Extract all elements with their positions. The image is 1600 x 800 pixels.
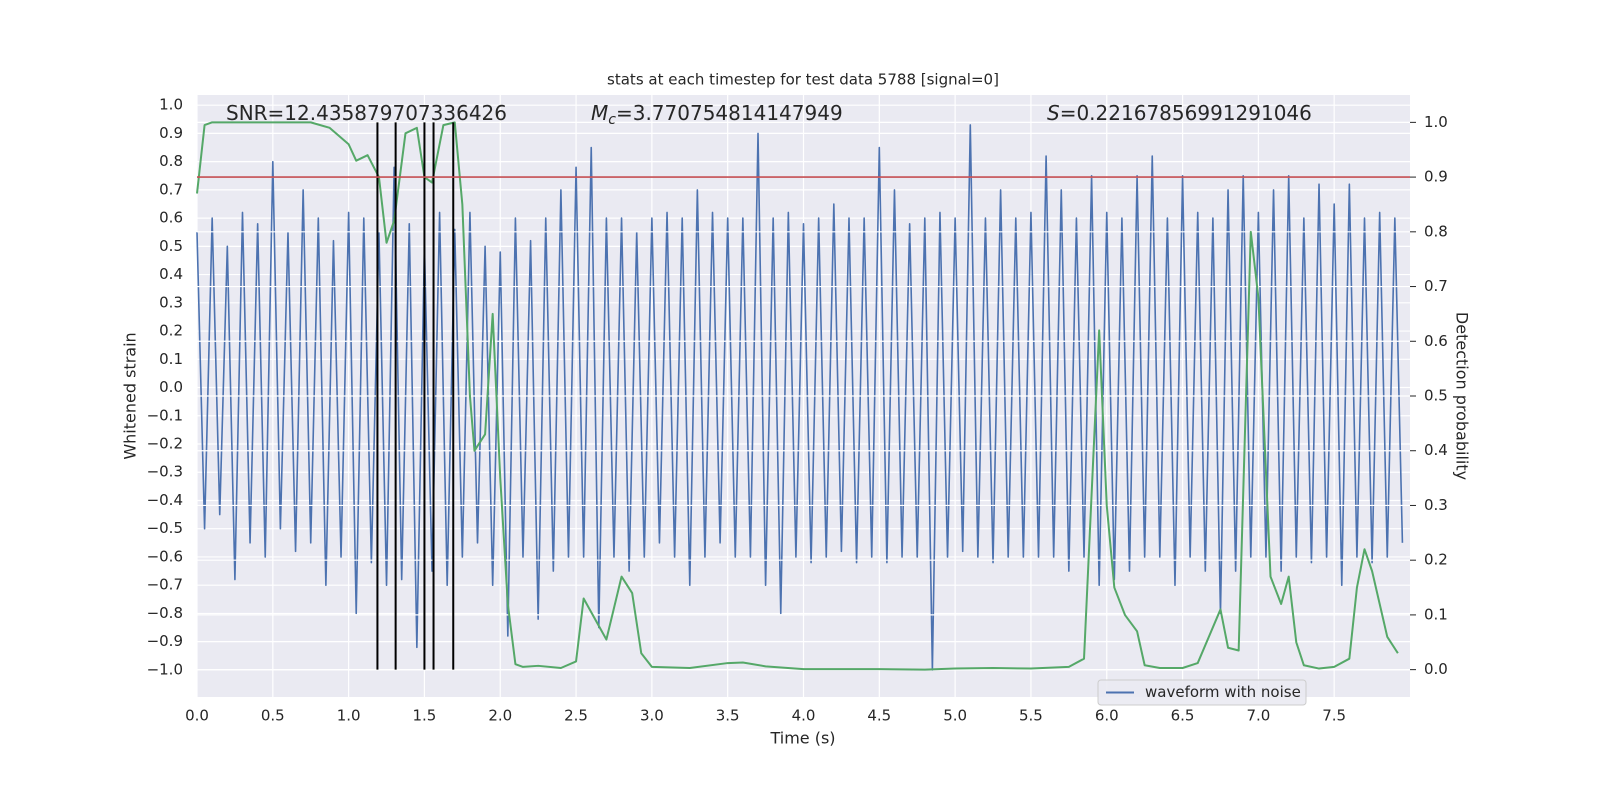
y-tick-label: 0.8 xyxy=(159,152,183,170)
y2-tick-label: 0.3 xyxy=(1424,496,1448,514)
x-tick-label: 7.0 xyxy=(1246,707,1270,725)
y-tick-label: −0.8 xyxy=(147,604,183,622)
x-tick-label: 4.0 xyxy=(792,707,816,725)
y-tick-label: 1.0 xyxy=(159,96,183,114)
y-tick-label: −0.5 xyxy=(147,519,183,537)
x-tick-label: 0.0 xyxy=(185,707,209,725)
y-axis-label: Whitened strain xyxy=(121,332,140,459)
annotation: S=0.22167856991291046 xyxy=(1047,101,1312,125)
y-tick-label: −0.4 xyxy=(147,491,183,509)
y-tick-label: −0.7 xyxy=(147,576,183,594)
y2-tick-label: 0.4 xyxy=(1424,441,1448,459)
x-tick-label: 3.5 xyxy=(716,707,740,725)
y2-tick-label: 0.9 xyxy=(1424,168,1448,186)
y2-tick-label: 0.0 xyxy=(1424,660,1448,678)
x-tick-label: 5.0 xyxy=(943,707,967,725)
annotation-text: =3.770754814147949 xyxy=(616,101,843,125)
y-tick-label: 0.9 xyxy=(159,124,183,142)
y-tick-label: −0.1 xyxy=(147,406,183,424)
x-tick-label: 3.0 xyxy=(640,707,664,725)
annotation-text: =0.22167856991291046 xyxy=(1060,101,1312,125)
x-axis-label: Time (s) xyxy=(769,729,835,748)
y-tick-label: 0.4 xyxy=(159,265,183,283)
y-tick-label: −0.3 xyxy=(147,463,183,481)
legend-label: waveform with noise xyxy=(1145,683,1301,701)
y-tick-label: −0.6 xyxy=(147,547,183,565)
chart-title: stats at each timestep for test data 578… xyxy=(607,71,999,89)
y-tick-label: 0.6 xyxy=(159,209,183,227)
annotation-text: SNR=12.435879707336426 xyxy=(226,101,507,125)
data-line xyxy=(196,124,1404,671)
x-tick-label: 0.5 xyxy=(261,707,285,725)
annotation-symbol: M xyxy=(591,101,608,125)
y-tick-label: 0.2 xyxy=(159,322,183,340)
y-tick-label: 0.3 xyxy=(159,293,183,311)
x-tick-label: 6.0 xyxy=(1095,707,1119,725)
annotation: Mc=3.770754814147949 xyxy=(591,101,843,129)
x-tick-label: 1.5 xyxy=(413,707,437,725)
y-tick-label: 0.7 xyxy=(159,180,183,198)
y2-tick-label: 0.7 xyxy=(1424,277,1448,295)
y-tick-label: 0.0 xyxy=(159,378,183,396)
y-tick-label: −0.2 xyxy=(147,435,183,453)
y-tick-label: 0.5 xyxy=(159,237,183,255)
y2-tick-label: 0.1 xyxy=(1424,605,1448,623)
x-tick-label: 1.0 xyxy=(337,707,361,725)
y2-tick-label: 0.8 xyxy=(1424,222,1448,240)
y-tick-label: −1.0 xyxy=(147,660,183,678)
x-tick-label: 2.5 xyxy=(564,707,588,725)
x-tick-label: 5.5 xyxy=(1019,707,1043,725)
x-tick-label: 4.5 xyxy=(867,707,891,725)
y2-tick-label: 0.2 xyxy=(1424,551,1448,569)
y2-axis-label: Detection probability xyxy=(1453,312,1472,480)
y2-tick-label: 0.6 xyxy=(1424,332,1448,350)
annotation-symbol: S xyxy=(1047,101,1060,125)
data-line xyxy=(196,121,1399,671)
y-tick-label: 0.1 xyxy=(159,350,183,368)
y2-tick-label: 1.0 xyxy=(1424,113,1448,131)
y2-tick-label: 0.5 xyxy=(1424,387,1448,405)
x-tick-label: 2.0 xyxy=(488,707,512,725)
legend-box xyxy=(1097,679,1307,706)
x-tick-label: 7.5 xyxy=(1322,707,1346,725)
annotation: SNR=12.435879707336426 xyxy=(226,101,507,125)
annotation-subscript: c xyxy=(608,112,616,128)
x-tick-label: 6.5 xyxy=(1171,707,1195,725)
y-tick-label: −0.9 xyxy=(147,632,183,650)
